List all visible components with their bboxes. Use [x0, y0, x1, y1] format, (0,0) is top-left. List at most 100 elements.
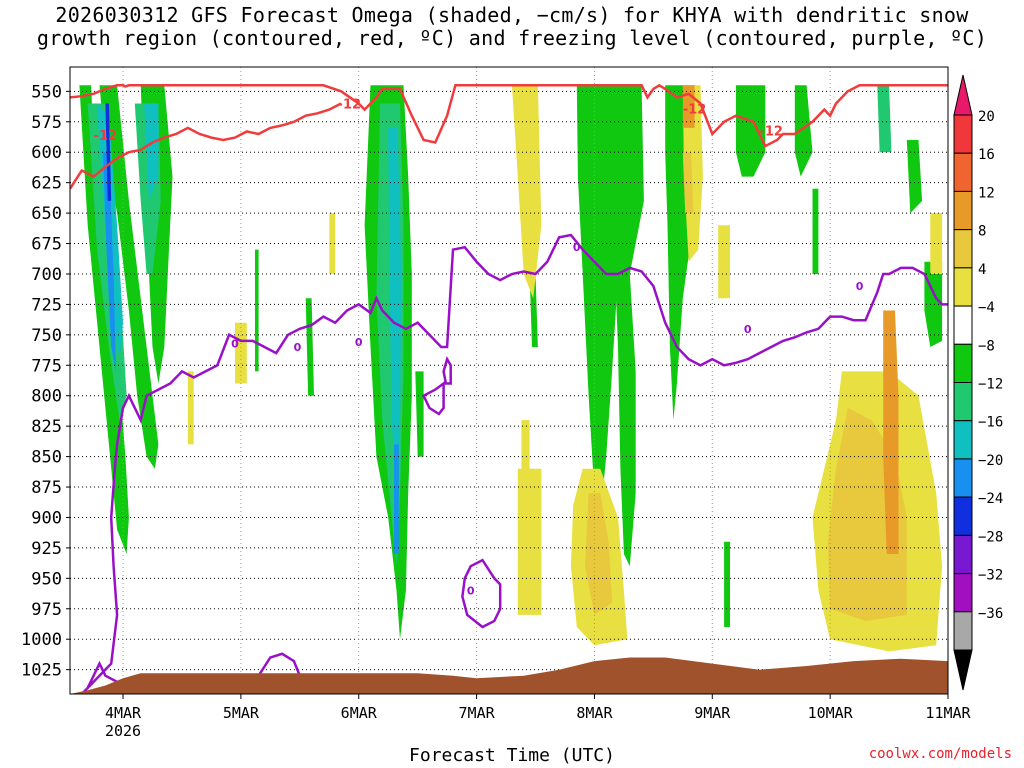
omega-region-4	[187, 371, 194, 445]
colorbar-label: −20	[978, 453, 1003, 469]
freezing-level-label: 0	[467, 585, 475, 598]
colorbar-swatch	[953, 267, 973, 307]
colorbar-label: 4	[978, 262, 986, 278]
freezing-level-loop	[256, 652, 302, 677]
colorbar-swatch	[953, 343, 973, 383]
colorbar-bottom-triangle	[953, 649, 973, 691]
freezing-level-loop	[421, 381, 445, 416]
colorbar-label: −36	[978, 606, 1003, 622]
y-tick-label: 925	[31, 539, 62, 559]
y-tick-label: 825	[31, 417, 62, 437]
omega-region-neg4	[794, 85, 813, 177]
colorbar-swatch	[953, 382, 973, 422]
x-tick-sublabel: 2026	[105, 722, 141, 740]
omega-region-4	[329, 213, 336, 274]
dendritic-contour-label: -12	[94, 129, 118, 144]
x-tick-label: 5MAR	[223, 704, 260, 722]
chart-title: 2026030312 GFS Forecast Omega (shaded, −…	[0, 4, 1024, 50]
colorbar-swatch	[953, 534, 973, 575]
colorbar-label: 12	[978, 185, 995, 201]
y-tick-label: 775	[31, 356, 62, 376]
omega-region-4	[511, 85, 542, 299]
colorbar-swatch	[953, 114, 973, 154]
omega-region-4	[682, 85, 703, 262]
omega-region-neg4	[724, 541, 730, 627]
y-tick-label: 1000	[21, 630, 62, 650]
omega-region-neg8	[877, 85, 892, 153]
omega-region-neg4	[735, 85, 766, 177]
y-tick-label: 900	[31, 508, 62, 528]
omega-region-neg12	[144, 103, 159, 201]
x-tick-label: 8MAR	[576, 704, 613, 722]
freezing-level-label: 0	[294, 341, 302, 354]
x-tick-label: 9MAR	[694, 704, 731, 722]
omega-region-neg4	[255, 249, 259, 372]
colorbar-label: 16	[978, 147, 995, 163]
x-tick-label: 4MAR	[105, 704, 142, 722]
freezing-level-loop	[461, 558, 502, 629]
colorbar-label: −12	[978, 377, 1003, 393]
dendritic-contour-line	[70, 83, 948, 148]
y-tick-label: 550	[31, 82, 62, 102]
colorbar-swatch	[953, 420, 973, 460]
y-tick-label: 700	[31, 265, 62, 285]
colorbar-label: 20	[978, 109, 995, 125]
colorbar-label: −28	[978, 529, 1003, 545]
colorbar-label: 8	[978, 224, 986, 240]
x-tick-label: 11MAR	[925, 704, 971, 722]
colorbar-swatch	[953, 611, 973, 651]
grid-lines	[70, 67, 949, 694]
source-link[interactable]: coolwx.com/models	[868, 746, 1012, 762]
colorbar-top-triangle	[953, 74, 973, 116]
omega-region-neg4	[415, 371, 424, 457]
omega-region-4	[930, 213, 943, 274]
omega-region-neg4	[612, 85, 644, 567]
terrain-fill	[70, 657, 948, 694]
omega-region-neg4	[812, 188, 819, 274]
chart-title-line1: 2026030312 GFS Forecast Omega (shaded, −…	[55, 3, 969, 27]
omega-region-neg4	[924, 261, 943, 347]
y-tick-label: 850	[31, 448, 62, 468]
x-tick-label: 10MAR	[808, 704, 854, 722]
colorbar-swatch	[953, 190, 973, 231]
freezing-level-loop	[442, 356, 452, 385]
colorbar-swatch	[953, 496, 973, 536]
colorbar-swatch	[953, 573, 973, 613]
freezing-level-label: 0	[744, 323, 752, 336]
colorbar-swatch	[953, 229, 973, 269]
y-tick-label: 1025	[21, 661, 62, 681]
colorbar-label: −32	[978, 568, 1003, 584]
omega-region-neg4	[906, 140, 923, 214]
y-tick-label: 625	[31, 174, 62, 194]
y-tick-label: 600	[31, 143, 62, 163]
omega-region-12	[883, 310, 899, 554]
colorbar-swatch	[953, 458, 973, 498]
dendritic-contour-line	[70, 102, 342, 190]
colorbar-label: −4	[978, 300, 995, 316]
freezing-level-label: 0	[573, 241, 581, 254]
omega-region-4	[235, 322, 247, 384]
omega-region-neg4	[99, 85, 159, 469]
freezing-level-label: 0	[231, 337, 239, 350]
omega-region-neg4	[79, 85, 129, 555]
plot-frame	[69, 66, 949, 695]
omega-region-neg12	[388, 127, 402, 494]
y-tick-label: 950	[31, 569, 62, 589]
colorbar-swatch	[953, 305, 973, 345]
y-tick-label: 750	[31, 326, 62, 346]
omega-region-8	[585, 493, 613, 615]
omega-region-8	[682, 152, 694, 214]
freezing-level-label: 0	[856, 280, 864, 293]
chart-title-line2: growth region (contoured, red, ºC) and f…	[36, 26, 988, 50]
colorbar: 20 16 12 8 4 −4 −8 −12 −16 −20 −24 −28 −32 −36	[953, 74, 1003, 691]
terrain	[70, 657, 948, 694]
omega-region-4	[517, 468, 542, 615]
y-tick-label: 575	[31, 113, 62, 133]
y-tick-label: 975	[31, 600, 62, 620]
omega-region-4	[718, 225, 730, 299]
dendritic-contour-label: -12	[759, 124, 783, 139]
colorbar-label: −24	[978, 491, 1003, 507]
colorbar-label: −8	[978, 338, 995, 354]
omega-region-neg16	[394, 444, 399, 554]
dendritic-contour-label: -12	[338, 98, 362, 113]
